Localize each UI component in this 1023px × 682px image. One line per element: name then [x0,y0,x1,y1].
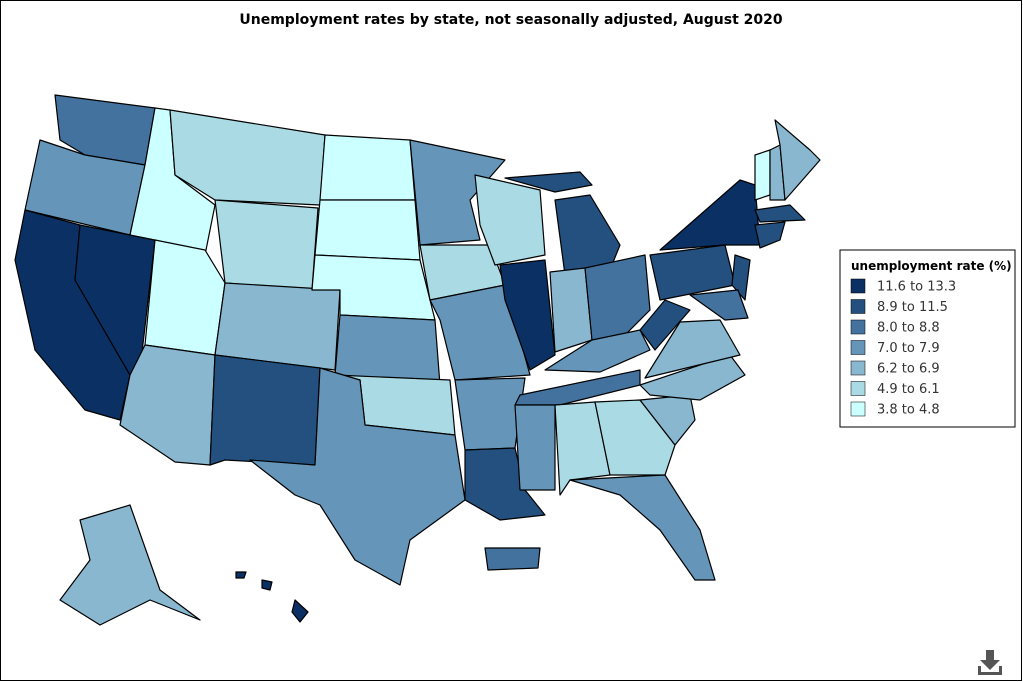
state[interactable] [314,199,421,261]
state[interactable] [334,314,441,386]
state[interactable] [639,299,691,351]
download-icon[interactable] [978,650,1002,675]
state[interactable] [409,139,506,246]
legend-swatch [850,278,866,294]
us-map [14,94,821,626]
state[interactable] [429,284,531,381]
state[interactable] [754,149,771,201]
state[interactable] [214,199,319,291]
legend-swatch [850,360,866,376]
state[interactable] [504,171,593,193]
state[interactable] [644,319,741,379]
legend-swatch [850,319,866,335]
state[interactable] [514,369,641,406]
state[interactable] [689,289,749,321]
state[interactable] [454,377,526,451]
state[interactable] [584,254,651,341]
legend-label: 4.9 to 6.1 [877,382,940,397]
state[interactable] [594,399,676,476]
state[interactable] [774,119,821,201]
legend-label: 8.9 to 11.5 [877,300,948,315]
state[interactable] [499,259,556,371]
territory[interactable] [484,547,541,571]
state[interactable] [169,109,326,206]
map-title: Unemployment rates by state, not seasona… [239,12,782,28]
legend-swatch [850,401,866,417]
state[interactable] [731,254,751,301]
legend-swatch [850,340,866,355]
legend-label: 8.0 to 8.8 [877,321,940,336]
state[interactable] [569,474,716,581]
legend-swatch [850,299,866,314]
legend-swatch [850,381,866,396]
state[interactable] [319,134,416,201]
legend: 11.6 to 13.3 8.9 to 11.5 8.0 to 8.8 7.0 to … [850,278,956,418]
state[interactable] [554,401,611,496]
legend-label: 6.2 to 6.9 [877,362,940,377]
state[interactable] [235,571,247,579]
legend-box [839,249,1016,428]
state[interactable] [209,354,321,466]
state[interactable] [754,204,806,223]
state[interactable] [554,194,621,276]
state[interactable] [291,599,309,623]
state[interactable] [261,579,273,591]
legend-label: 11.6 to 13.3 [877,280,956,295]
state[interactable] [59,504,201,626]
state[interactable] [474,174,546,266]
state[interactable] [464,447,546,521]
state[interactable] [249,367,466,586]
state[interactable] [754,221,786,249]
legend-label: 7.0 to 7.9 [877,341,940,356]
legend-title: unemployment rate (%) [851,259,1012,273]
state[interactable] [514,404,556,491]
legend-label: 3.8 to 4.8 [877,403,940,418]
state[interactable] [544,329,651,373]
